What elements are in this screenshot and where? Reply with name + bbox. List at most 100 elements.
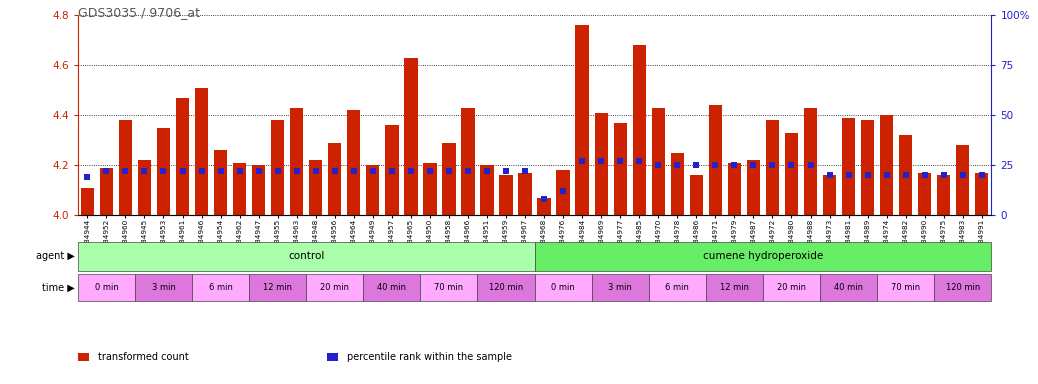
Bar [766,120,780,215]
Point [231,168,248,174]
Point [403,168,419,174]
Point [745,162,762,168]
Bar [803,108,817,215]
Text: agent ▶: agent ▶ [36,251,75,262]
Bar [842,118,855,215]
Text: GDS3035 / 9706_at: GDS3035 / 9706_at [78,6,200,19]
Point [802,162,819,168]
Point [878,172,895,178]
Point [593,158,609,164]
Bar [252,165,266,215]
Text: 6 min: 6 min [209,283,233,292]
Bar [118,120,132,215]
Point [707,162,723,168]
Bar [918,173,931,215]
Point [517,168,534,174]
Bar [956,145,969,215]
Point [783,162,799,168]
Bar [138,160,152,215]
Point [917,172,933,178]
Bar [309,160,323,215]
Bar [499,175,513,215]
Text: 12 min: 12 min [264,283,292,292]
Point [631,158,648,164]
Point [326,168,343,174]
Bar [823,175,837,215]
Bar [328,142,342,215]
Bar [518,173,531,215]
Point [269,168,285,174]
Bar [595,113,608,215]
Point [193,168,210,174]
Bar [746,160,760,215]
Text: 20 min: 20 min [321,283,349,292]
Bar [424,163,437,215]
Point [821,172,838,178]
Text: 0 min: 0 min [94,283,118,292]
Text: 0 min: 0 min [551,283,575,292]
Text: 70 min: 70 min [434,283,464,292]
Bar [861,120,874,215]
Text: 120 min: 120 min [946,283,980,292]
Bar [728,163,741,215]
Bar [689,175,703,215]
Bar [899,135,912,215]
Point [440,168,457,174]
Point [155,168,171,174]
Bar [404,58,417,215]
Bar [652,108,665,215]
Bar [366,165,380,215]
Point [174,168,191,174]
Point [668,162,685,168]
Text: 20 min: 20 min [777,283,805,292]
Point [764,162,781,168]
Text: percentile rank within the sample: percentile rank within the sample [347,352,512,362]
Bar [290,108,303,215]
Bar [575,25,589,215]
Bar [671,152,684,215]
Point [688,162,705,168]
Bar [709,105,722,215]
Text: 3 min: 3 min [608,283,632,292]
Point [574,158,591,164]
Point [840,172,856,178]
Text: 6 min: 6 min [665,283,689,292]
Bar [214,150,227,215]
Point [98,168,114,174]
Bar [461,108,474,215]
Point [346,168,362,174]
Bar [175,98,189,215]
Bar [271,120,284,215]
Point [859,172,876,178]
Point [421,168,438,174]
Bar [481,165,494,215]
Text: 3 min: 3 min [152,283,175,292]
Point [364,168,381,174]
Text: 120 min: 120 min [489,283,523,292]
Point [479,168,495,174]
Point [289,168,305,174]
Point [212,168,228,174]
Point [726,162,742,168]
Point [383,168,400,174]
Text: time ▶: time ▶ [42,283,75,293]
Bar [937,175,951,215]
Bar [81,187,94,215]
Bar [233,163,246,215]
Point [974,172,990,178]
Bar [556,170,570,215]
Point [954,172,971,178]
Bar [632,45,646,215]
Bar [385,125,399,215]
Point [250,168,267,174]
Point [497,168,514,174]
Text: 40 min: 40 min [378,283,406,292]
Text: transformed count: transformed count [98,352,188,362]
Point [611,158,628,164]
Bar [785,132,798,215]
Point [935,172,952,178]
Bar [880,115,894,215]
Bar [100,167,113,215]
Point [460,168,476,174]
Point [554,188,571,194]
